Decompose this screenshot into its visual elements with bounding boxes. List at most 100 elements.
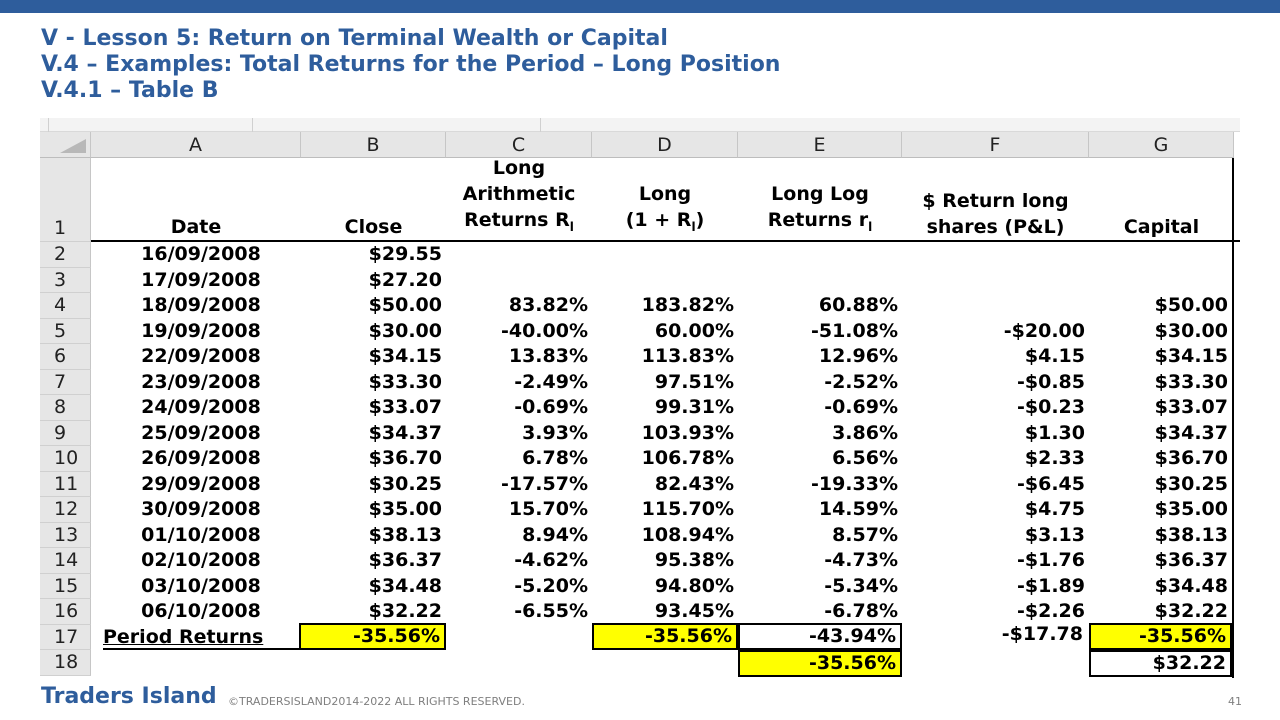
column-header-e[interactable]: E (738, 132, 902, 158)
cell-date: 25/09/2008 (141, 421, 261, 444)
cell-long (592, 268, 738, 294)
period-returns-label: Period Returns (103, 625, 301, 650)
cell-date: 26/09/2008 (141, 447, 261, 469)
column-header-f[interactable]: F (902, 132, 1089, 158)
select-all-corner[interactable] (40, 132, 91, 158)
cell-log: 3.86% (832, 421, 898, 444)
final-capital: $32.22 (1089, 650, 1232, 677)
cell-arith: -5.20% (514, 574, 588, 597)
row-header-4[interactable]: 4 (40, 293, 91, 319)
row-header-15[interactable]: 15 (40, 573, 91, 599)
cell-date: 17/09/2008 (141, 268, 261, 291)
cell-long: 99.31% (654, 396, 734, 418)
header-underline (91, 240, 1240, 242)
cell-long: 97.51% (654, 370, 734, 393)
row-header-1[interactable]: 1 (40, 158, 91, 242)
cell-arith: 8.94% (522, 523, 588, 546)
header-date: Date (170, 216, 222, 238)
top-accent-bar (0, 0, 1280, 13)
cell-close: $27.20 (368, 268, 442, 291)
row-header-14[interactable]: 14 (40, 548, 91, 574)
cell-capital (1089, 242, 1232, 268)
cell-arith: 3.93% (522, 421, 588, 444)
cell-close: $32.22 (368, 600, 442, 622)
cell-pl (902, 268, 1089, 294)
cell-log (738, 242, 902, 268)
title-section: V.4 – Examples: Total Returns for the Pe… (41, 52, 781, 77)
cell-date: 24/09/2008 (141, 396, 261, 418)
row-header-9[interactable]: 9 (40, 420, 91, 446)
page-number: 41 (1228, 695, 1242, 708)
row-header-12[interactable]: 12 (40, 497, 91, 523)
cell-capital: $33.30 (1154, 370, 1228, 393)
cell-pl: $2.33 (1024, 447, 1085, 469)
cell-log: 8.57% (832, 523, 898, 546)
cell-date: 03/10/2008 (141, 574, 261, 597)
cell-capital: $33.07 (1154, 396, 1228, 418)
column-header-a[interactable]: A (91, 132, 301, 158)
cell-long: 93.45% (654, 600, 734, 622)
cell-capital: $38.13 (1154, 523, 1228, 546)
row-header-8[interactable]: 8 (40, 395, 91, 421)
cell-long: 94.80% (654, 574, 734, 597)
cell-capital: $50.00 (1154, 294, 1228, 316)
row-header-18[interactable]: 18 (40, 650, 91, 676)
spreadsheet: A B C D E F G 1 2 3 4 5 6 7 8 9 10 11 12 13 14 15 16 17 1… (40, 118, 1240, 678)
cell-close: $34.15 (368, 345, 442, 367)
cell-date: 16/09/2008 (141, 243, 261, 265)
cell-date: 23/09/2008 (141, 370, 261, 393)
row-header-16[interactable]: 16 (40, 599, 91, 625)
cell-log: 6.56% (832, 447, 898, 469)
cell-arith: -0.69% (514, 396, 588, 418)
right-border (1232, 158, 1234, 678)
row-header-3[interactable]: 3 (40, 267, 91, 293)
cell-pl: $4.15 (1024, 345, 1085, 367)
column-header-g[interactable]: G (1089, 132, 1234, 158)
cell-log: 12.96% (818, 345, 898, 367)
cell-long: 115.70% (641, 498, 734, 520)
cell-close: $36.37 (368, 549, 442, 571)
cell-long: 60.00% (654, 319, 734, 342)
row-header-17[interactable]: 17 (40, 624, 91, 650)
cell-capital (1089, 268, 1232, 294)
row-header-6[interactable]: 6 (40, 344, 91, 370)
cell-arith: -2.49% (514, 370, 588, 393)
cell-arith (446, 242, 592, 268)
cell-long: 103.93% (641, 421, 734, 444)
cell-arith: -4.62% (514, 549, 588, 571)
row-header-10[interactable]: 10 (40, 446, 91, 472)
cell-pl: -$0.85 (1017, 370, 1085, 393)
header-log-returns: Long Log Returns rl (767, 183, 873, 234)
brand-logo-text: Traders Island (41, 684, 217, 709)
period-return-pl: -$17.78 (1001, 623, 1083, 645)
cell-pl: -$0.23 (1017, 396, 1085, 418)
row-header-11[interactable]: 11 (40, 471, 91, 497)
cell-pl: -$20.00 (1003, 319, 1085, 342)
cell-date: 29/09/2008 (141, 472, 261, 495)
header-close: Close (344, 216, 403, 238)
cell-pl: -$6.45 (1017, 472, 1085, 495)
column-header-b[interactable]: B (301, 132, 446, 158)
cell-pl (902, 293, 1089, 319)
cell-log: -4.73% (824, 549, 898, 571)
cell-capital: $34.15 (1154, 345, 1228, 367)
cell-long: 108.94% (641, 523, 734, 546)
row-header-5[interactable]: 5 (40, 318, 91, 344)
cell-pl: -$2.26 (1017, 600, 1085, 622)
slide-titles: V - Lesson 5: Return on Terminal Wealth … (41, 26, 780, 104)
cell-arith (446, 268, 592, 294)
cell-pl: $4.75 (1024, 498, 1085, 520)
cell-close: $35.00 (368, 498, 442, 520)
row-header-13[interactable]: 13 (40, 522, 91, 548)
cell-log: -51.08% (810, 319, 898, 342)
row-header-2[interactable]: 2 (40, 242, 91, 268)
row-header-7[interactable]: 7 (40, 369, 91, 395)
cell-log: 60.88% (818, 294, 898, 316)
cell-date: 01/10/2008 (141, 523, 261, 546)
log-returns-exp: -35.56% (738, 650, 902, 677)
column-header-d[interactable]: D (592, 132, 738, 158)
column-header-c[interactable]: C (446, 132, 592, 158)
cell-date: 18/09/2008 (141, 294, 261, 316)
header-pl: $ Return long shares (P&L) (922, 190, 1069, 238)
cell-date: 06/10/2008 (141, 600, 261, 622)
